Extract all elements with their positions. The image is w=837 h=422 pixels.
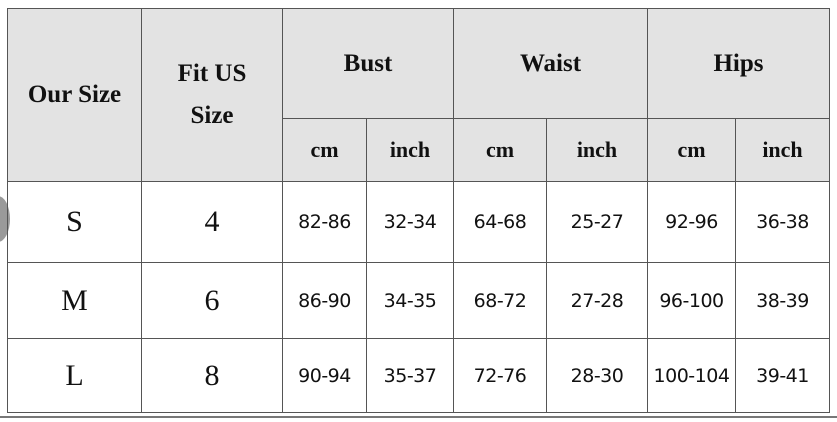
- us-size-cell: 4: [141, 181, 283, 263]
- waist-inch-cell: 27-28: [546, 262, 648, 339]
- our-size-cell: L: [7, 338, 142, 413]
- bottom-divider: [0, 416, 837, 418]
- unit-cm: cm: [453, 118, 547, 182]
- bust-inch-cell: 32-34: [366, 181, 454, 263]
- unit-cm: cm: [647, 118, 736, 182]
- header-fit-us-size: Fit US Size: [141, 8, 283, 182]
- bust-cm-cell: 82-86: [282, 181, 367, 263]
- header-row-units: cm inch cm inch cm inch: [8, 118, 830, 182]
- header-row-groups: Our Size Fit US Size Bust Waist Hips: [7, 8, 830, 182]
- table-row: S 4 82-86 32-34 64-68 25-27 92-96 36-38: [7, 181, 830, 263]
- hips-inch-cell: 39-41: [735, 338, 830, 413]
- header-fit-us-line2: Size: [190, 102, 234, 129]
- waist-cm-cell: 64-68: [453, 181, 547, 263]
- us-size-cell: 6: [141, 262, 283, 339]
- waist-inch-cell: 25-27: [546, 181, 648, 263]
- bust-cm-cell: 90-94: [282, 338, 367, 413]
- header-our-size: Our Size: [7, 8, 142, 182]
- bust-inch-cell: 34-35: [366, 262, 454, 339]
- unit-inch: inch: [546, 118, 648, 182]
- header-hips: Hips: [647, 8, 830, 119]
- header-fit-us-line1: Fit US: [177, 60, 247, 87]
- hips-cm-cell: 92-96: [647, 181, 736, 263]
- our-size-cell: S: [7, 181, 142, 263]
- header-bust: Bust: [282, 8, 454, 119]
- table-row: M 6 86-90 34-35 68-72 27-28 96-100 38-39: [7, 262, 830, 339]
- bust-cm-cell: 86-90: [282, 262, 367, 339]
- unit-inch: inch: [735, 118, 830, 182]
- previous-arrow-icon[interactable]: [0, 196, 10, 242]
- waist-inch-cell: 28-30: [546, 338, 648, 413]
- size-chart-table: Our Size Fit US Size Bust Waist Hips cm …: [7, 8, 830, 413]
- bust-inch-cell: 35-37: [366, 338, 454, 413]
- header-waist: Waist: [453, 8, 648, 119]
- waist-cm-cell: 68-72: [453, 262, 547, 339]
- hips-cm-cell: 96-100: [647, 262, 736, 339]
- hips-inch-cell: 36-38: [735, 181, 830, 263]
- unit-inch: inch: [366, 118, 454, 182]
- our-size-cell: M: [7, 262, 142, 339]
- unit-cm: cm: [282, 118, 367, 182]
- hips-inch-cell: 38-39: [735, 262, 830, 339]
- waist-cm-cell: 72-76: [453, 338, 547, 413]
- us-size-cell: 8: [141, 338, 283, 413]
- hips-cm-cell: 100-104: [647, 338, 736, 413]
- table-row: L 8 90-94 35-37 72-76 28-30 100-104 39-4…: [7, 338, 830, 413]
